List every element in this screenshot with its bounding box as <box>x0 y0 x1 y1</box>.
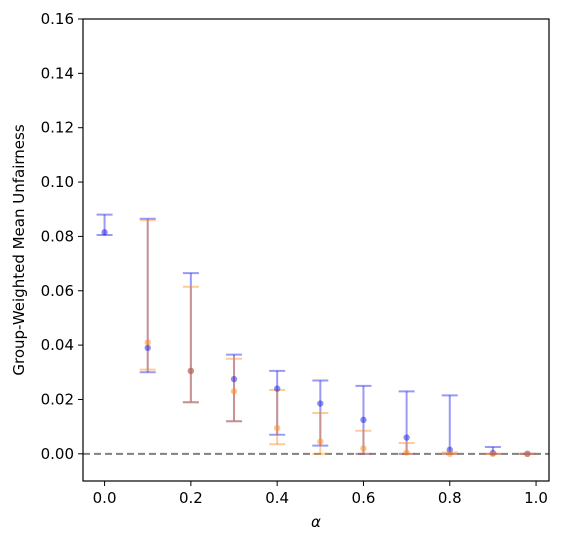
error-bar <box>441 394 458 455</box>
data-point <box>446 450 453 458</box>
x-tick-label: 0.4 <box>265 489 289 507</box>
error-bar <box>269 369 286 436</box>
data-point <box>403 449 410 456</box>
y-tick-label: 0.14 <box>41 64 74 82</box>
y-axis-label: Group-Weighted Mean Unfairness <box>10 124 28 375</box>
data-point <box>144 339 151 346</box>
error-bar <box>182 272 199 404</box>
data-point <box>101 229 108 236</box>
data-point <box>524 450 531 458</box>
point-series-2 <box>144 339 531 458</box>
error-bar <box>269 388 286 446</box>
x-tick-label: 0.2 <box>179 489 203 507</box>
y-tick-label: 0.16 <box>41 10 74 28</box>
data-point <box>360 416 367 424</box>
plot-area-frame <box>82 18 550 482</box>
data-point <box>273 385 281 392</box>
data-point <box>187 367 195 375</box>
data-point <box>273 424 281 432</box>
error-bar <box>312 379 329 447</box>
x-axis-label: α <box>311 513 321 531</box>
y-tick-label: 0.00 <box>41 445 74 463</box>
y-tick-label: 0.06 <box>41 282 74 300</box>
data-point <box>317 400 324 407</box>
x-tick-label: 0.0 <box>93 489 117 507</box>
data-point <box>403 434 410 441</box>
x-tick-label: 1.0 <box>524 489 548 507</box>
y-tick-label: 0.12 <box>41 119 74 137</box>
data-point <box>230 388 238 395</box>
y-tick-label: 0.08 <box>41 227 74 245</box>
error-bar-series-1 <box>96 213 536 455</box>
data-point <box>317 438 324 445</box>
error-bar <box>182 285 199 404</box>
data-point <box>144 344 151 352</box>
error-bar <box>312 412 329 455</box>
error-bar-series-2 <box>139 219 536 455</box>
error-bar <box>226 353 243 423</box>
data-point <box>360 445 367 452</box>
y-tick-label: 0.04 <box>41 336 74 354</box>
data-points-group <box>101 229 531 458</box>
y-axis-ticks: 0.00 0.02 0.04 0.06 0.08 0.10 0.12 0.14 0.16 <box>41 10 83 463</box>
x-tick-label: 0.6 <box>352 489 376 507</box>
y-tick-label: 0.02 <box>41 390 74 408</box>
data-point <box>230 375 238 383</box>
error-bars-group <box>96 213 536 455</box>
point-series-1 <box>101 229 531 458</box>
data-point <box>489 450 497 458</box>
x-axis-ticks: 0.0 0.2 0.4 0.6 0.8 1.0 <box>93 481 548 507</box>
x-tick-label: 0.8 <box>438 489 462 507</box>
y-tick-label: 0.10 <box>41 173 74 191</box>
